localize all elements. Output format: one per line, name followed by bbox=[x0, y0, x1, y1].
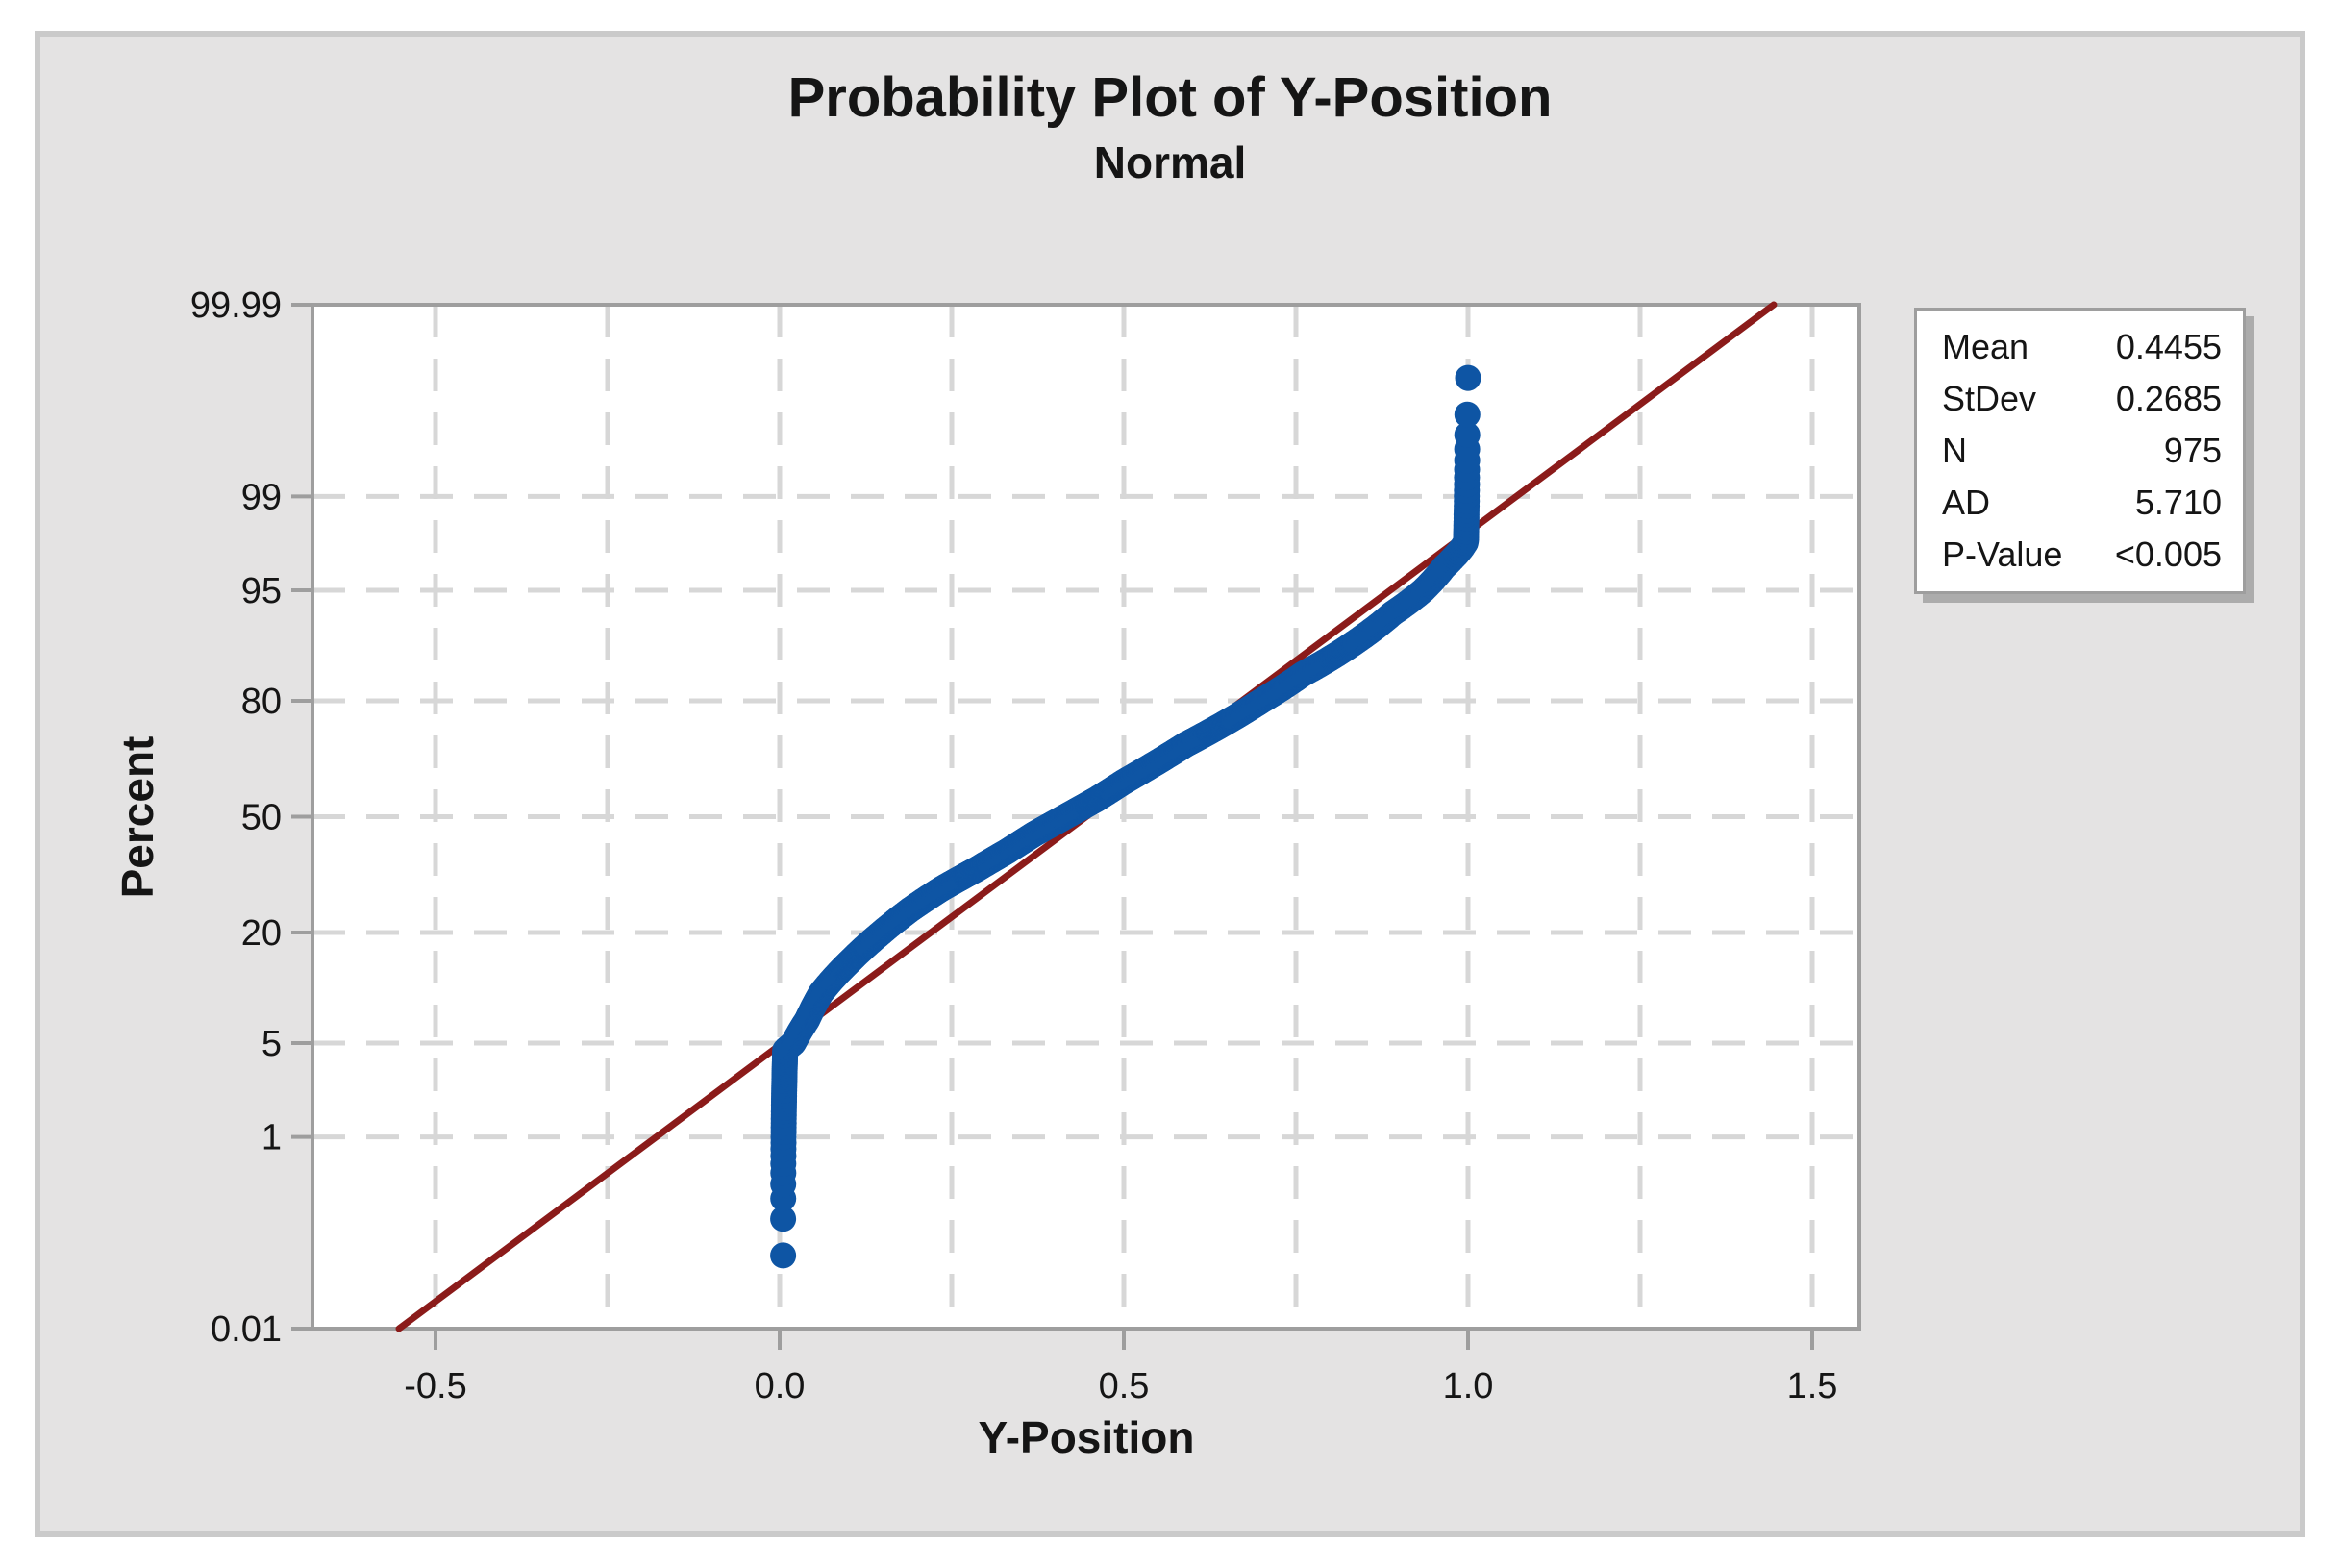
legend-value: 0.2685 bbox=[2115, 379, 2222, 418]
y-tick-label: 95 bbox=[241, 571, 282, 611]
y-tick-label: 80 bbox=[241, 682, 282, 722]
legend-row-pvalue: P-Value <0.005 bbox=[1942, 530, 2222, 580]
chart-title: Probability Plot of Y-Position bbox=[787, 66, 1553, 129]
data-point bbox=[1455, 364, 1481, 391]
x-tick-label: -0.5 bbox=[404, 1366, 466, 1406]
legend-row-stdev: StDev 0.2685 bbox=[1942, 374, 2222, 424]
legend-label: Mean bbox=[1942, 327, 2029, 366]
y-tick-label: 1 bbox=[261, 1118, 282, 1158]
y-axis-title: Percent bbox=[112, 735, 162, 899]
y-tick-label: 50 bbox=[241, 798, 282, 838]
y-tick-label: 99.99 bbox=[190, 286, 282, 326]
legend-row-mean: Mean 0.4455 bbox=[1942, 322, 2222, 372]
legend-label: StDev bbox=[1942, 379, 2037, 418]
data-point bbox=[1454, 421, 1481, 448]
y-tick-label: 99 bbox=[241, 477, 282, 517]
x-tick-label: 1.0 bbox=[1443, 1366, 1494, 1406]
y-tick-label: 0.01 bbox=[211, 1309, 282, 1350]
y-tick-label: 5 bbox=[261, 1024, 282, 1064]
legend-row-ad: AD 5.710 bbox=[1942, 478, 2222, 528]
legend-value: <0.005 bbox=[2114, 535, 2222, 574]
legend-value: 5.710 bbox=[2134, 483, 2222, 522]
legend-label: P-Value bbox=[1942, 535, 2063, 574]
legend-value: 975 bbox=[2163, 431, 2222, 470]
data-point bbox=[770, 1206, 797, 1232]
x-tick-label: 1.5 bbox=[1787, 1366, 1838, 1406]
legend-row-n: N 975 bbox=[1942, 426, 2222, 476]
stats-legend-panel: Mean 0.4455 StDev 0.2685 N 975 AD 5.710 … bbox=[1914, 308, 2246, 594]
y-tick-label: 20 bbox=[241, 913, 282, 954]
legend-value: 0.4455 bbox=[2115, 327, 2222, 366]
x-axis-title: Y-Position bbox=[978, 1412, 1195, 1462]
data-points bbox=[770, 364, 1481, 1269]
data-point bbox=[770, 1242, 797, 1269]
legend-label: N bbox=[1942, 431, 1967, 470]
x-tick-label: 0.5 bbox=[1099, 1366, 1150, 1406]
x-tick-label: 0.0 bbox=[755, 1366, 806, 1406]
chart-subtitle: Normal bbox=[1093, 137, 1247, 187]
data-point bbox=[1454, 401, 1481, 428]
legend-label: AD bbox=[1942, 483, 1991, 522]
